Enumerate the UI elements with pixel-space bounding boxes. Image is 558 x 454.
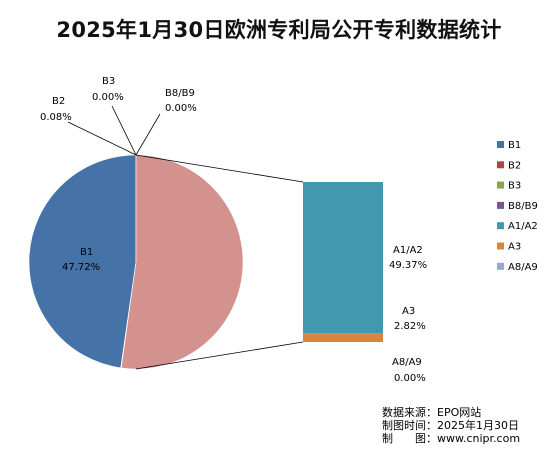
legend-swatch-b8-b9 [497, 201, 504, 209]
source-line-data: 数据来源：EPO网站 [382, 406, 482, 419]
pie-label-b1-name: B1 [80, 247, 93, 258]
bar-label-a1-a2-value: 49.37% [389, 260, 427, 271]
pie-label-b2-name: B2 [52, 96, 65, 107]
legend-label-a1-a2: A1/A2 [508, 221, 538, 232]
bar-segment-a3 [303, 333, 383, 342]
legend-label-b2: B2 [508, 160, 521, 171]
legend-swatch-a8-a9 [497, 262, 504, 270]
pie-label-b1-value: 47.72% [62, 262, 100, 273]
pie-label-b8-b9-name: B8/B9 [165, 88, 195, 99]
legend-label-b8-b9: B8/B9 [508, 201, 538, 212]
leader-line-b8-b9 [135, 113, 161, 156]
legend-swatch-b1 [497, 141, 504, 148]
leader-line-b3 [111, 105, 137, 156]
bar-label-a3-name: A3 [402, 306, 415, 317]
legend-label-a8-a9: A8/A9 [508, 262, 538, 273]
legend-label-a3: A3 [508, 242, 521, 253]
legend-swatch-a3 [497, 242, 504, 250]
source-line-time: 制图时间：2025年1月30日 [382, 419, 519, 432]
legend-swatch-b3 [497, 181, 504, 189]
legend-swatch-a1-a2 [497, 222, 504, 230]
legend-swatch-b2 [497, 161, 504, 169]
bar-segment-a1-a2 [303, 182, 383, 334]
source-line-author: 制 图：www.cnipr.com [382, 432, 521, 445]
pie-slice-a1-a2-a3-a8-a9 [120, 154, 244, 370]
pie-slice-b1 [28, 154, 137, 369]
legend-label-b3: B3 [508, 181, 521, 192]
pie-label-b3-value: 0.00% [92, 92, 124, 103]
bar-label-a8-a9-name: A8/A9 [392, 357, 422, 368]
pie-label-b2-value: 0.08% [40, 112, 72, 123]
chart-title: 2025年1月30日欧洲专利局公开专利数据统计 [56, 18, 502, 42]
bar-label-a8-a9-value: 0.00% [394, 373, 426, 384]
source-note: 数据来源：EPO网站 制图时间：2025年1月30日 制 图：www.cnipr… [382, 406, 520, 445]
bar-label-a1-a2-name: A1/A2 [393, 245, 423, 256]
leader-line-b2 [67, 121, 137, 156]
pie-label-b3-name: B3 [102, 76, 115, 87]
bar-label-a3-value: 2.82% [394, 321, 426, 332]
pie-label-b8-b9-value: 0.00% [165, 103, 197, 114]
legend-label-b1: B1 [508, 140, 521, 151]
connector-line-bottom [135, 341, 304, 370]
connector-line-top [135, 154, 304, 183]
